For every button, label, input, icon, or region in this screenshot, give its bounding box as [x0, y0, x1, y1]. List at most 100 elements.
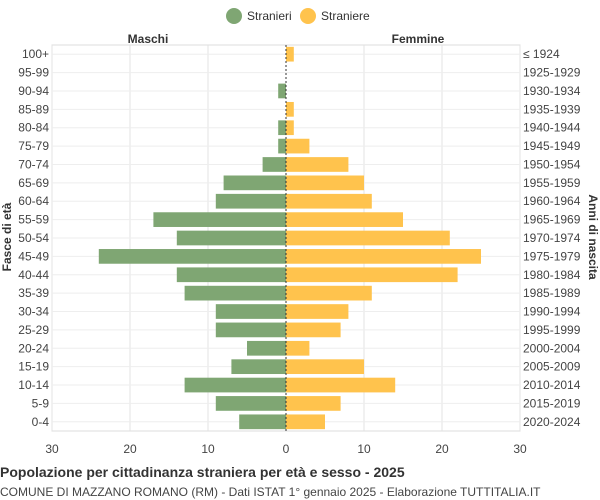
birth-year-label: 1945-1949 — [523, 139, 581, 153]
age-band-label: 70-74 — [18, 157, 49, 171]
legend-label-stranieri: Stranieri — [247, 9, 292, 23]
age-band-label: 5-9 — [32, 396, 50, 410]
birth-year-label: 1935-1939 — [523, 102, 581, 116]
bar-stranieri — [247, 340, 286, 356]
birth-year-label: 1995-1999 — [523, 323, 581, 337]
right-header: Femmine — [392, 32, 445, 46]
age-band-label: 90-94 — [18, 84, 49, 98]
bar-stranieri — [176, 230, 286, 246]
bar-stranieri — [262, 157, 286, 172]
age-band-label: 95-99 — [18, 66, 49, 80]
chart-title: Popolazione per cittadinanza straniera p… — [0, 464, 405, 480]
x-tick-label: 20 — [435, 442, 449, 456]
bar-stranieri — [278, 120, 286, 136]
bar-straniere — [286, 120, 294, 136]
birth-year-label: 1940-1944 — [523, 121, 581, 135]
x-tick-label: 10 — [201, 442, 215, 456]
bar-straniere — [286, 322, 341, 338]
bar-stranieri — [215, 304, 286, 319]
birth-year-label: 1955-1959 — [523, 176, 581, 190]
legend: Stranieri Straniere — [226, 8, 370, 24]
bar-stranieri — [176, 267, 286, 283]
bar-straniere — [286, 377, 396, 393]
age-band-label: 85-89 — [18, 102, 49, 116]
birth-year-label: 2020-2024 — [523, 415, 581, 429]
legend-label-straniere: Straniere — [321, 9, 370, 23]
age-band-label: 40-44 — [18, 268, 49, 282]
bar-stranieri — [215, 193, 286, 209]
bar-straniere — [286, 267, 458, 283]
bar-straniere — [286, 304, 349, 319]
x-tick-label: 0 — [283, 442, 290, 456]
bar-stranieri — [278, 83, 286, 99]
bar-straniere — [286, 193, 372, 209]
bar-straniere — [286, 157, 349, 172]
bar-straniere — [286, 396, 341, 411]
age-band-label: 20-24 — [18, 341, 49, 355]
birth-year-label: 1985-1989 — [523, 286, 581, 300]
birth-year-label: 2000-2004 — [523, 341, 581, 355]
age-band-label: 80-84 — [18, 121, 49, 135]
bar-straniere — [286, 249, 481, 264]
birth-year-label: 1975-1979 — [523, 249, 581, 263]
birth-year-label: 2005-2009 — [523, 360, 581, 374]
legend-marker-straniere — [300, 8, 316, 24]
x-tick-label: 30 — [45, 442, 59, 456]
y-axis-title-right: Anni di nascita — [586, 194, 600, 280]
age-band-label: 50-54 — [18, 231, 49, 245]
legend-marker-stranieri — [226, 8, 242, 24]
bar-stranieri — [184, 377, 286, 393]
labels-layer: 30 20 10 0 10 20 30 100+ ≤ 1924 95-99 1925-1929 90-… — [18, 47, 580, 456]
bar-stranieri — [239, 414, 286, 430]
age-band-label: 35-39 — [18, 286, 49, 300]
birth-year-label: ≤ 1924 — [523, 47, 560, 61]
bar-straniere — [286, 46, 294, 62]
age-band-label: 60-64 — [18, 194, 49, 208]
bars-layer — [98, 45, 481, 431]
bar-straniere — [286, 359, 364, 375]
y-axis-title-left: Fasce di età — [0, 202, 14, 271]
x-tick-label: 30 — [513, 442, 527, 456]
bar-stranieri — [215, 396, 286, 411]
x-tick-label: 20 — [123, 442, 137, 456]
bar-straniere — [286, 212, 403, 227]
birth-year-label: 1970-1974 — [523, 231, 581, 245]
birth-year-label: 1925-1929 — [523, 66, 581, 80]
age-band-label: 15-19 — [18, 360, 49, 374]
birth-year-label: 1980-1984 — [523, 268, 581, 282]
birth-year-label: 1960-1964 — [523, 194, 581, 208]
bar-straniere — [286, 340, 310, 356]
bar-stranieri — [98, 249, 286, 264]
bar-stranieri — [231, 359, 286, 375]
left-header: Maschi — [128, 32, 169, 46]
birth-year-label: 1930-1934 — [523, 84, 581, 98]
age-band-label: 55-59 — [18, 213, 49, 227]
bar-stranieri — [278, 138, 286, 154]
birth-year-label: 1990-1994 — [523, 305, 581, 319]
bar-straniere — [286, 230, 450, 246]
bar-stranieri — [153, 212, 286, 227]
age-band-label: 0-4 — [32, 415, 50, 429]
bar-stranieri — [215, 322, 286, 338]
age-band-label: 25-29 — [18, 323, 49, 337]
birth-year-label: 1965-1969 — [523, 213, 581, 227]
age-band-label: 10-14 — [18, 378, 49, 392]
birth-year-label: 2015-2019 — [523, 396, 581, 410]
bar-stranieri — [223, 175, 286, 191]
age-band-label: 30-34 — [18, 305, 49, 319]
age-band-label: 100+ — [22, 47, 49, 61]
chart-subtitle: COMUNE DI MAZZANO ROMANO (RM) - Dati IST… — [0, 485, 541, 499]
birth-year-label: 2010-2014 — [523, 378, 581, 392]
bar-straniere — [286, 101, 294, 117]
bar-stranieri — [184, 285, 286, 301]
birth-year-label: 1950-1954 — [523, 157, 581, 171]
bar-straniere — [286, 414, 325, 430]
bar-straniere — [286, 285, 372, 301]
age-band-label: 45-49 — [18, 249, 49, 263]
bar-straniere — [286, 138, 310, 154]
age-band-label: 75-79 — [18, 139, 49, 153]
bar-straniere — [286, 175, 364, 191]
x-tick-label: 10 — [357, 442, 371, 456]
age-band-label: 65-69 — [18, 176, 49, 190]
